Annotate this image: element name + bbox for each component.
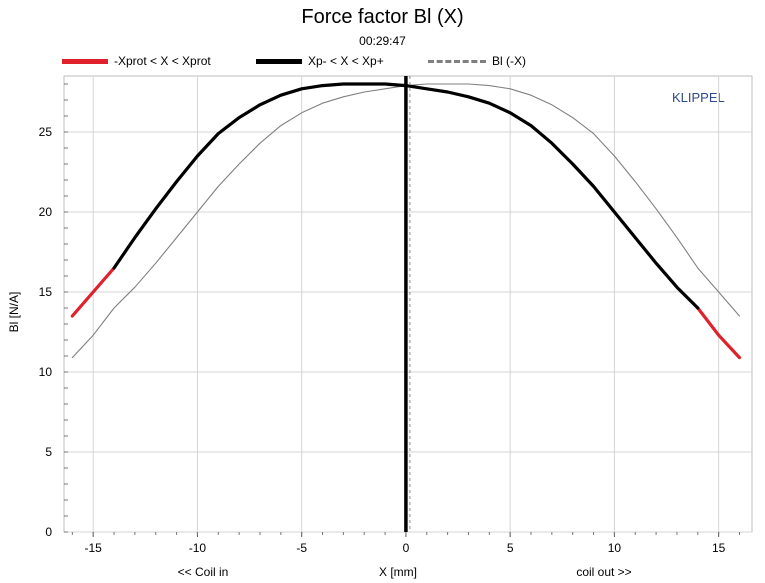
legend-swatch-gray [428,59,486,63]
chart-title: Force factor Bl (X) [301,6,464,28]
y-tick-label: 20 [39,205,53,219]
x-axis-label-right: coil out >> [576,565,631,579]
x-tick-label: -10 [189,541,207,555]
y-axis-label: Bl [N/A] [7,292,21,333]
series-line-0-red [70,266,116,318]
x-tick-label: -15 [85,541,103,555]
legend-label-protected: -Xprot < X < Xprot [114,54,211,68]
x-tick-label: 0 [403,541,410,555]
minor-ticks [64,83,740,537]
legend-item-mirrored: Bl (-X) [428,54,526,68]
y-tick-label: 15 [39,285,53,299]
plot-frame [63,75,753,533]
x-axis-label: X [mm] [379,565,417,579]
y-tick-label: 0 [45,525,52,539]
x-axis-label-left: << Coil in [178,565,229,579]
legend-item-protected: -Xprot < X < Xprot [62,54,211,68]
x-tick-label: -5 [296,541,307,555]
y-tick-label: 25 [39,125,53,139]
legend: -Xprot < X < Xprot Xp- < X < Xp+ Bl (-X) [0,54,765,74]
grid [63,75,753,533]
legend-item-operating: Xp- < X < Xp+ [256,54,384,68]
y-tick-label: 10 [39,365,53,379]
x-tick-label: 5 [507,541,514,555]
legend-swatch-red [62,58,108,64]
x-tick-label: 15 [712,541,726,555]
x-tick-label: 10 [608,541,622,555]
tick-labels: -15 -10 -5 0 5 10 15 0 5 10 15 20 25 [39,125,726,555]
chart-timestamp: 00:29:47 [359,34,406,48]
marker-layer [404,76,411,532]
legend-swatch-black [256,58,302,64]
series-line-2-red [696,306,742,360]
legend-label-mirrored: Bl (-X) [492,54,526,68]
y-tick-label: 5 [45,445,52,459]
klippel-brand: KLIPPEL [672,90,725,105]
legend-label-operating: Xp- < X < Xp+ [308,54,384,68]
